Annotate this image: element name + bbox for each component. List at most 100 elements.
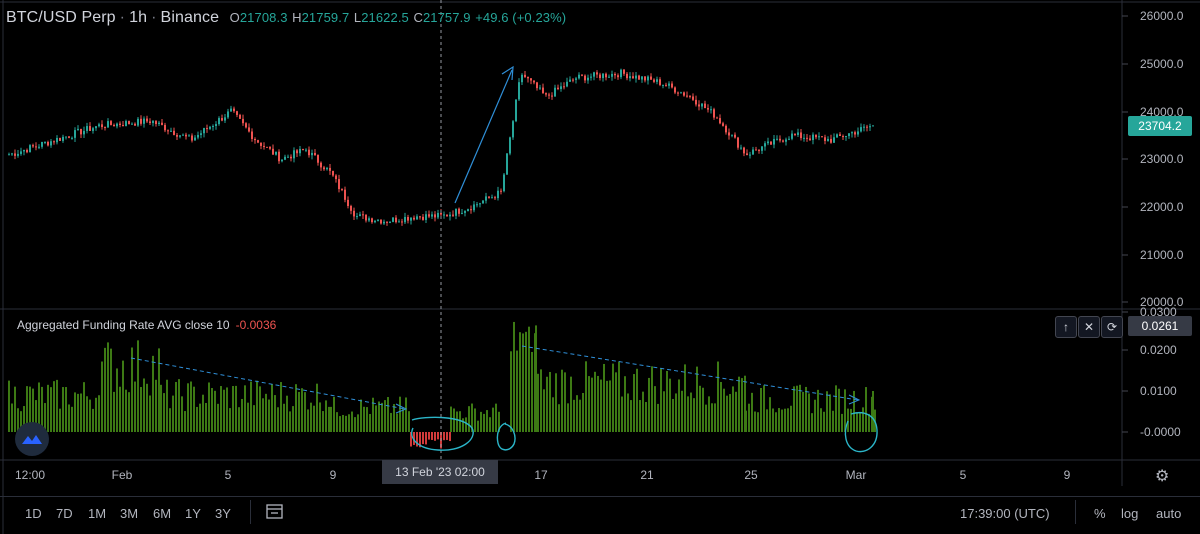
candle-body <box>347 199 349 207</box>
funding-rate-bar <box>654 386 656 432</box>
candle-body <box>185 134 187 137</box>
funding-rate-bar <box>98 395 100 432</box>
auto-toggle[interactable]: auto <box>1156 506 1182 521</box>
range-6m[interactable]: 6M <box>153 506 172 521</box>
funding-rate-bar <box>639 400 641 432</box>
crosshair-time-label: 13 Feb '23 02:00 <box>382 460 498 484</box>
candle-body <box>26 149 28 153</box>
funding-rate-bar <box>199 403 201 432</box>
range-3y[interactable]: 3Y <box>215 506 231 521</box>
candle-body <box>311 152 313 156</box>
funding-rate-bar <box>47 384 49 432</box>
time-tick: 9 <box>329 468 337 482</box>
funding-rate-bar <box>591 377 593 432</box>
close-pane-button[interactable]: ✕ <box>1078 316 1100 338</box>
price-tick: 23000.0 <box>1140 152 1184 166</box>
funding-rate-bar <box>744 375 746 432</box>
funding-rate-bar <box>576 395 578 432</box>
funding-rate-bar <box>738 376 740 432</box>
candle-body <box>659 79 661 85</box>
funding-rate-bar <box>603 363 605 432</box>
log-toggle[interactable]: log <box>1121 506 1139 521</box>
funding-rate-bar <box>456 411 458 432</box>
move-pane-up-button[interactable]: ↑ <box>1055 316 1077 338</box>
candle-body <box>575 78 577 80</box>
candle-body <box>560 86 562 89</box>
funding-rate-bar <box>705 404 707 432</box>
funding-rate-bar <box>310 402 312 432</box>
funding-rate-bar <box>489 417 491 432</box>
funding-rate-bar <box>110 348 112 432</box>
funding-rate-bar <box>856 412 858 432</box>
funding-rate-bar <box>122 360 124 432</box>
interval-label[interactable]: 1h <box>129 9 148 26</box>
candle-body <box>182 134 184 136</box>
candle-body <box>197 134 199 138</box>
percent-toggle[interactable]: % <box>1094 506 1106 521</box>
annotation-circle-3 <box>844 412 878 453</box>
candle-body <box>842 135 844 138</box>
annotation-trend-line-1 <box>130 357 406 410</box>
symbol-legend[interactable]: BTC/USD Perp · 1h · Binance O21708.3 H21759.… <box>6 9 567 26</box>
range-7d[interactable]: 7D <box>56 506 73 521</box>
funding-rate-bar <box>672 398 674 432</box>
funding-rate-bar <box>823 411 825 432</box>
funding-rate-bar <box>465 417 467 432</box>
indicator-name[interactable]: Aggregated Funding Rate AVG close 10 <box>17 318 230 332</box>
candle-body <box>749 154 751 156</box>
candle-body <box>221 118 223 121</box>
candle-body <box>323 167 325 170</box>
candle-body <box>11 153 13 155</box>
candle-body <box>578 74 580 79</box>
maximize-pane-button[interactable]: ⟳ <box>1101 316 1123 338</box>
funding-rate-bar <box>624 376 626 432</box>
candle-body <box>218 118 220 125</box>
funding-rate-bar <box>193 386 195 432</box>
candle-body <box>158 122 160 124</box>
funding-rate-bar <box>313 405 315 432</box>
funding-rate-bar <box>202 394 204 432</box>
indicator-legend[interactable]: Aggregated Funding Rate AVG close 10 -0.0… <box>17 318 276 332</box>
clock-time[interactable]: 17:39:00 (UTC) <box>960 506 1050 521</box>
candle-body <box>677 92 679 94</box>
price-tick: 21000.0 <box>1140 248 1184 262</box>
candle-body <box>785 139 787 142</box>
candle-body <box>305 149 307 151</box>
funding-rate-bar <box>814 399 816 432</box>
symbol-name[interactable]: BTC/USD Perp <box>6 9 116 26</box>
funding-rate-bar <box>666 370 668 432</box>
funding-rate-bar <box>369 414 371 432</box>
funding-rate-bar <box>600 379 602 432</box>
candle-body <box>521 74 523 83</box>
funding-rate-bar <box>729 394 731 432</box>
funding-rate-bar <box>101 361 103 432</box>
candle-body <box>104 127 106 129</box>
funding-rate-bar <box>832 410 834 432</box>
funding-rate-bar <box>741 378 743 432</box>
funding-rate-bar <box>190 381 192 432</box>
range-3m[interactable]: 3M <box>120 506 139 521</box>
candle-body <box>356 216 358 218</box>
funding-rate-bar <box>522 333 524 432</box>
candle-body <box>68 136 70 138</box>
funding-rate-bar <box>543 389 545 432</box>
candle-body <box>536 82 538 89</box>
funding-rate-bar <box>579 399 581 432</box>
candle-body <box>380 219 382 224</box>
gear-icon[interactable]: ⚙ <box>1155 468 1170 485</box>
tradingview-logo-icon[interactable] <box>15 422 49 456</box>
calendar-range-icon[interactable] <box>264 502 286 527</box>
range-1m[interactable]: 1M <box>88 506 107 521</box>
close-value: 21757.9 <box>422 10 471 25</box>
candle-body <box>509 137 511 154</box>
funding-rate-bar <box>720 382 722 432</box>
candle-body <box>692 96 694 100</box>
range-1d[interactable]: 1D <box>25 506 42 521</box>
funding-rate-histogram <box>8 321 876 449</box>
candle-body <box>119 123 121 126</box>
range-1y[interactable]: 1Y <box>185 506 201 521</box>
funding-rate-bar <box>32 388 34 432</box>
candle-body <box>461 212 463 214</box>
funding-rate-bar <box>633 374 635 432</box>
